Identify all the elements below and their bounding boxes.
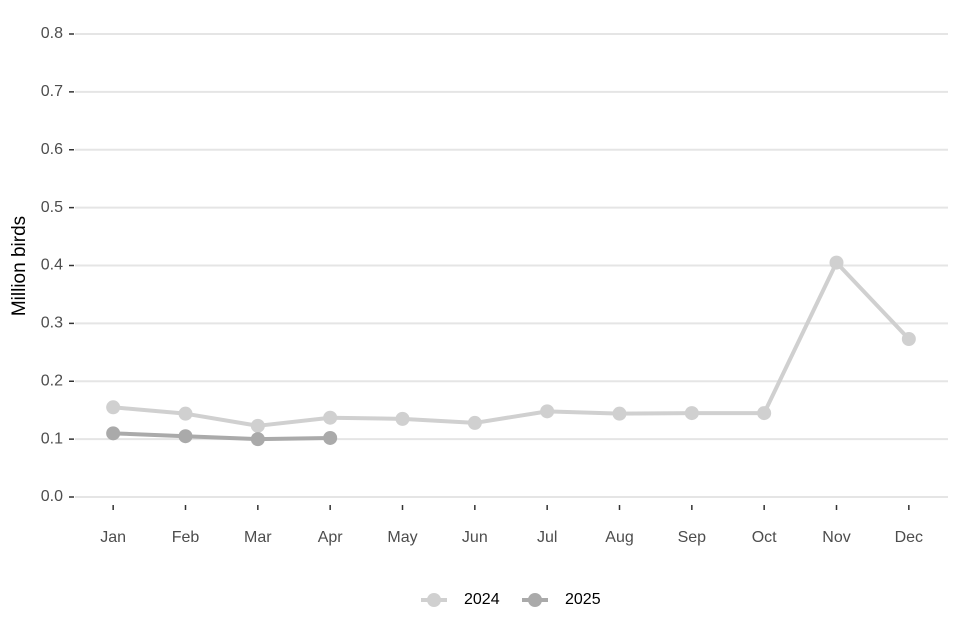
x-tick-label: Jun	[462, 529, 488, 546]
y-tick-label: 0.3	[41, 315, 63, 332]
data-point	[323, 430, 338, 445]
series-line	[113, 431, 331, 442]
data-point	[178, 406, 193, 421]
y-tick-label: 0.6	[41, 141, 63, 158]
y-tick-label: 0.4	[41, 257, 63, 274]
x-tick-label: Oct	[752, 529, 777, 546]
x-tick-label: Aug	[605, 529, 633, 546]
y-tick-label: 0.2	[41, 372, 63, 389]
data-point	[178, 429, 193, 444]
data-point	[467, 415, 482, 430]
x-tick-label: Nov	[822, 529, 850, 546]
x-tick-label: Feb	[172, 529, 200, 546]
legend-dot	[528, 593, 542, 607]
data-point	[612, 406, 627, 421]
data-point	[829, 255, 844, 270]
x-tick-label: Jul	[537, 529, 557, 546]
series-line	[112, 260, 911, 428]
data-point	[901, 332, 916, 347]
legend-label: 2024	[464, 591, 500, 608]
data-point	[323, 410, 338, 425]
data-point	[757, 406, 772, 421]
data-point	[250, 432, 265, 447]
data-point	[684, 406, 699, 421]
y-axis-label: Million birds	[9, 216, 30, 316]
legend-dot	[427, 593, 441, 607]
data-point	[106, 400, 121, 415]
y-tick-label: 0.5	[41, 199, 63, 216]
legend-label: 2025	[565, 591, 601, 608]
x-tick-label: Apr	[318, 529, 344, 546]
data-point	[106, 426, 121, 441]
y-tick-label: 0.7	[41, 83, 63, 100]
x-tick-label: May	[387, 529, 417, 546]
data-point	[540, 404, 555, 419]
x-tick-label: Mar	[244, 529, 272, 546]
x-tick-label: Sep	[678, 529, 707, 546]
x-tick-label: Dec	[895, 529, 923, 546]
y-tick-label: 0.1	[41, 430, 63, 447]
y-tick-label: 0.8	[41, 25, 63, 42]
y-tick-label: 0.0	[41, 488, 63, 505]
data-point	[250, 418, 265, 433]
data-point	[395, 411, 410, 426]
x-tick-label: Jan	[100, 529, 126, 546]
